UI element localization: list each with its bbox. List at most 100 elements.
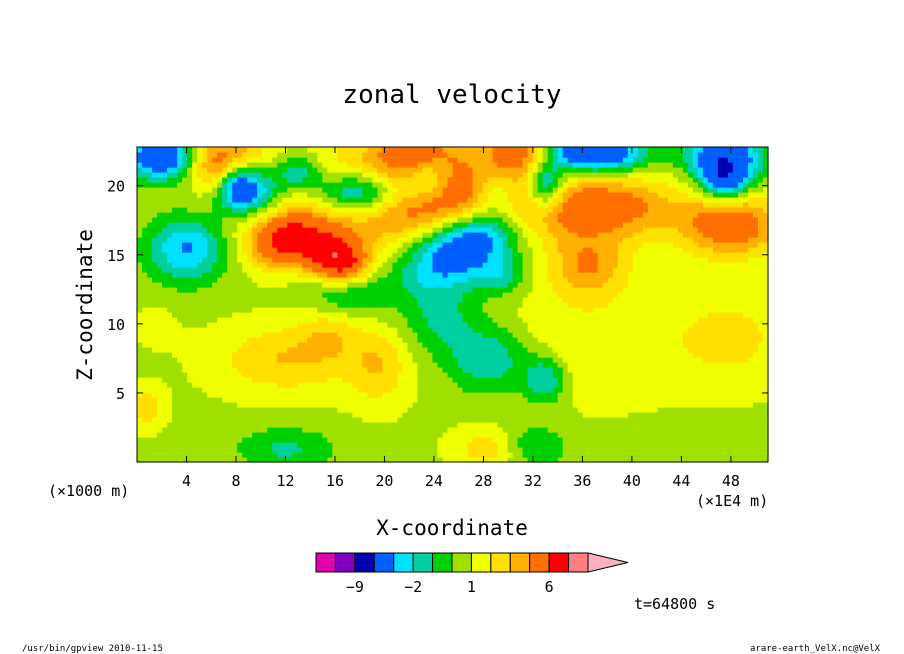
- heatmap-cell: [352, 392, 358, 398]
- heatmap-cell: [297, 382, 303, 388]
- heatmap-cell: [747, 422, 754, 428]
- heatmap-cell: [562, 267, 569, 273]
- heatmap-cell: [142, 287, 148, 293]
- heatmap-cell: [577, 357, 584, 363]
- heatmap-cell: [617, 302, 624, 308]
- heatmap-cell: [252, 262, 258, 268]
- heatmap-cell: [372, 327, 378, 333]
- heatmap-cell: [267, 372, 273, 378]
- heatmap-cell: [297, 272, 303, 278]
- heatmap-cell: [397, 447, 404, 453]
- heatmap-cell: [557, 397, 564, 403]
- heatmap-cell: [567, 442, 574, 448]
- heatmap-cell: [157, 452, 163, 458]
- heatmap-cell: [272, 332, 278, 338]
- heatmap-cell: [222, 387, 228, 393]
- heatmap-cell: [327, 397, 333, 403]
- heatmap-cell: [672, 307, 679, 313]
- heatmap-cell: [437, 432, 444, 438]
- heatmap-cell: [197, 392, 203, 398]
- heatmap-cell: [557, 302, 564, 308]
- heatmap-cell: [747, 317, 754, 323]
- heatmap-cell: [322, 367, 328, 373]
- heatmap-cell: [267, 457, 273, 463]
- heatmap-cell: [137, 332, 143, 338]
- heatmap-cell: [332, 442, 338, 448]
- heatmap-cell: [232, 447, 238, 453]
- heatmap-cell: [657, 392, 664, 398]
- heatmap-cell: [322, 357, 328, 363]
- heatmap-cell: [152, 407, 158, 413]
- heatmap-cell: [572, 422, 579, 428]
- heatmap-cell: [377, 347, 383, 353]
- heatmap-cell: [457, 282, 464, 288]
- heatmap-cell: [182, 322, 188, 328]
- heatmap-cell: [207, 322, 213, 328]
- heatmap-cell: [627, 422, 634, 428]
- heatmap-cell: [762, 457, 769, 463]
- heatmap-cell: [182, 432, 188, 438]
- heatmap-cell: [612, 327, 619, 333]
- heatmap-cell: [697, 292, 704, 298]
- heatmap-cell: [722, 382, 729, 388]
- heatmap-cell: [702, 297, 709, 303]
- heatmap-cell: [692, 317, 699, 323]
- heatmap-cell: [632, 307, 639, 313]
- heatmap-cell: [582, 437, 589, 443]
- heatmap-cell: [237, 352, 243, 358]
- heatmap-cell: [157, 332, 163, 338]
- heatmap-cell: [282, 347, 288, 353]
- heatmap-cell: [612, 412, 619, 418]
- heatmap-cell: [552, 287, 559, 293]
- heatmap-cell: [232, 267, 238, 273]
- heatmap-cell: [302, 392, 308, 398]
- heatmap-cell: [732, 357, 739, 363]
- heatmap-cell: [692, 437, 699, 443]
- heatmap-cell: [412, 437, 419, 443]
- heatmap-cell: [367, 267, 373, 273]
- heatmap-cell: [247, 357, 253, 363]
- heatmap-cell: [312, 307, 318, 313]
- heatmap-cell: [302, 377, 308, 383]
- heatmap-cell: [322, 392, 328, 398]
- heatmap-cell: [597, 377, 604, 383]
- heatmap-cell: [257, 397, 263, 403]
- heatmap-cell: [352, 442, 358, 448]
- heatmap-cell: [672, 397, 679, 403]
- heatmap-cell: [322, 287, 328, 293]
- heatmap-cell: [637, 367, 644, 373]
- heatmap-cell: [352, 287, 358, 293]
- heatmap-cell: [172, 427, 178, 433]
- heatmap-cell: [332, 307, 338, 313]
- heatmap-cell: [517, 317, 524, 323]
- heatmap-cell: [497, 357, 504, 363]
- heatmap-cell: [477, 302, 484, 308]
- heatmap-cell: [177, 332, 183, 338]
- heatmap-cell: [367, 352, 373, 358]
- heatmap-cell: [237, 342, 243, 348]
- heatmap-cell: [192, 262, 198, 268]
- heatmap-cell: [407, 372, 414, 378]
- heatmap-cell: [762, 272, 769, 278]
- heatmap-cell: [177, 422, 183, 428]
- heatmap-cell: [602, 422, 609, 428]
- heatmap-cell: [362, 287, 368, 293]
- heatmap-cell: [222, 377, 228, 383]
- heatmap-cell: [502, 402, 509, 408]
- heatmap-cell: [457, 357, 464, 363]
- heatmap-cell: [342, 377, 348, 383]
- heatmap-cell: [517, 412, 524, 418]
- heatmap-cell: [182, 272, 188, 278]
- heatmap-cell: [642, 397, 649, 403]
- heatmap-cell: [202, 402, 208, 408]
- heatmap-cell: [457, 377, 464, 383]
- heatmap-cell: [177, 397, 183, 403]
- heatmap-cell: [277, 292, 283, 298]
- heatmap-cell: [677, 282, 684, 288]
- heatmap-cell: [662, 342, 669, 348]
- heatmap-cell: [472, 392, 479, 398]
- heatmap-cell: [507, 332, 514, 338]
- heatmap-cell: [227, 322, 233, 328]
- heatmap-cell: [312, 387, 318, 393]
- heatmap-cell: [207, 397, 213, 403]
